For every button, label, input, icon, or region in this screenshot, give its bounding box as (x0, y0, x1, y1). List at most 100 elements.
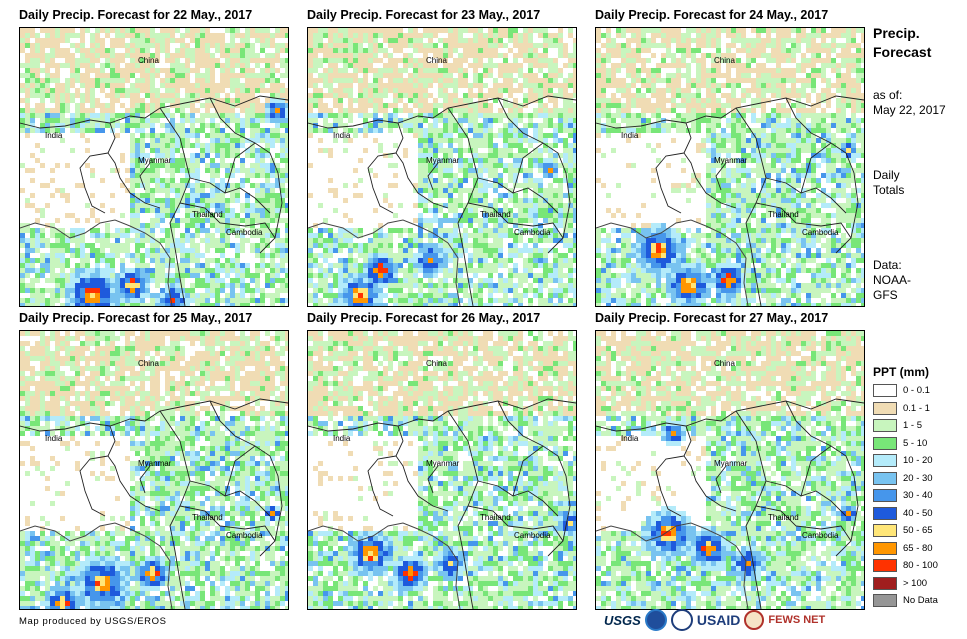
country-border (785, 97, 832, 144)
panel-title: Daily Precip. Forecast for 24 May., 2017 (595, 8, 829, 22)
country-border (395, 122, 449, 209)
legend-label: 50 - 65 (903, 525, 933, 537)
panel-title: Daily Precip. Forecast for 26 May., 2017 (307, 311, 541, 325)
map-label-cambodia: Cambodia (226, 531, 263, 540)
legend-label: No Data (903, 595, 938, 607)
legend-label: 65 - 80 (903, 542, 933, 554)
panel-title: Daily Precip. Forecast for 25 May., 2017 (19, 311, 253, 325)
country-border (20, 398, 288, 432)
legend-rows: 0 - 0.1 0.1 - 1 1 - 5 5 - 10 10 - 20 20 - 30 3… (873, 382, 938, 610)
legend-item: 40 - 50 (873, 505, 938, 523)
country-border (139, 465, 151, 494)
legend-swatch (873, 541, 897, 555)
legend-swatch (873, 471, 897, 485)
map-label-china: China (426, 56, 447, 65)
precip-map: China India Myanmar Thailand Cambodia (19, 27, 289, 307)
legend-item: 50 - 65 (873, 522, 938, 540)
forecast-panel-23-may: Daily Precip. Forecast for 23 May., 2017… (307, 5, 595, 307)
forecast-panel-24-may: Daily Precip. Forecast for 24 May., 2017… (595, 5, 883, 307)
map-label-india: India (45, 131, 63, 140)
map-label-india: India (333, 131, 351, 140)
data-line3: GFS (873, 288, 898, 302)
country-border (308, 95, 576, 129)
legend-swatch (873, 524, 897, 538)
fews-seal-icon (744, 610, 765, 630)
precip-grid (596, 331, 864, 609)
agency-logos: USGS USAID FEWS NET (604, 607, 825, 633)
map-label-thailand: Thailand (768, 210, 799, 219)
country-border (765, 480, 847, 517)
country-border (596, 95, 864, 129)
coastline (308, 219, 461, 306)
legend-item: 80 - 100 (873, 557, 938, 575)
map-label-myanmar: Myanmar (714, 459, 748, 468)
coastline (20, 219, 173, 306)
country-border (224, 142, 283, 239)
country-border (596, 398, 864, 432)
country-border (715, 465, 727, 494)
totals-block: Daily Totals (873, 168, 904, 198)
map-label-cambodia: Cambodia (514, 228, 551, 237)
legend-label: 0.1 - 1 (903, 402, 930, 414)
legend-swatch (873, 576, 897, 590)
country-border (683, 122, 737, 209)
country-border (765, 177, 847, 214)
country-border (427, 162, 439, 191)
map-label-china: China (714, 359, 735, 368)
side-title-line2: Forecast (873, 44, 932, 60)
precip-map: China India Myanmar Thailand Cambodia (307, 27, 577, 307)
legend-item: 10 - 20 (873, 452, 938, 470)
legend-title: PPT (mm) (873, 365, 930, 379)
legend-label: 30 - 40 (903, 490, 933, 502)
precip-map: China India Myanmar Thailand Cambodia (595, 27, 865, 307)
precip-grid (596, 28, 864, 306)
legend-item: 65 - 80 (873, 540, 938, 558)
legend-label: 40 - 50 (903, 507, 933, 519)
country-border (79, 455, 109, 517)
country-border (655, 152, 685, 214)
map-label-thailand: Thailand (480, 513, 511, 522)
fews-logo: FEWS NET (768, 614, 825, 626)
precip-legend: PPT (mm) 0 - 0.1 0.1 - 1 1 - 5 5 - 10 10 - 2… (873, 364, 938, 610)
data-line2: NOAA- (873, 273, 912, 287)
country-border (800, 445, 859, 542)
country-border (107, 425, 161, 512)
forecast-panel-25-may: Daily Precip. Forecast for 25 May., 2017… (19, 308, 307, 610)
map-label-cambodia: Cambodia (802, 228, 839, 237)
country-border (20, 95, 288, 129)
precip-map: China India Myanmar Thailand Cambodia (19, 330, 289, 610)
country-border (447, 107, 479, 306)
country-border (735, 410, 767, 609)
country-border (189, 480, 271, 517)
coastline (308, 522, 461, 609)
forecast-panel-27-may: Daily Precip. Forecast for 27 May., 2017… (595, 308, 883, 610)
map-label-thailand: Thailand (768, 513, 799, 522)
map-label-china: China (138, 56, 159, 65)
map-label-myanmar: Myanmar (138, 156, 172, 165)
country-border (224, 445, 283, 542)
totals-line2: Totals (873, 183, 905, 197)
country-border (497, 400, 544, 447)
legend-label: 1 - 5 (903, 420, 923, 432)
country-border (683, 425, 737, 512)
map-label-cambodia: Cambodia (802, 531, 839, 540)
map-label-myanmar: Myanmar (426, 459, 460, 468)
legend-label: 5 - 10 (903, 437, 928, 449)
usaid-logo-text: USAID (696, 612, 741, 628)
country-border (427, 465, 439, 494)
map-label-thailand: Thailand (192, 210, 223, 219)
map-label-china: China (426, 359, 447, 368)
legend-label: > 100 (903, 577, 928, 589)
coastline (596, 522, 749, 609)
map-label-india: India (45, 434, 63, 443)
country-border (209, 97, 256, 144)
legend-swatch (873, 401, 897, 415)
legend-swatch (873, 489, 897, 503)
legend-label: 20 - 30 (903, 472, 933, 484)
country-border (367, 455, 397, 517)
country-border (735, 107, 767, 306)
map-label-myanmar: Myanmar (138, 459, 172, 468)
legend-item: 0.1 - 1 (873, 400, 938, 418)
credit-text: Map produced by USGS/EROS (19, 616, 167, 627)
country-border (209, 400, 256, 447)
